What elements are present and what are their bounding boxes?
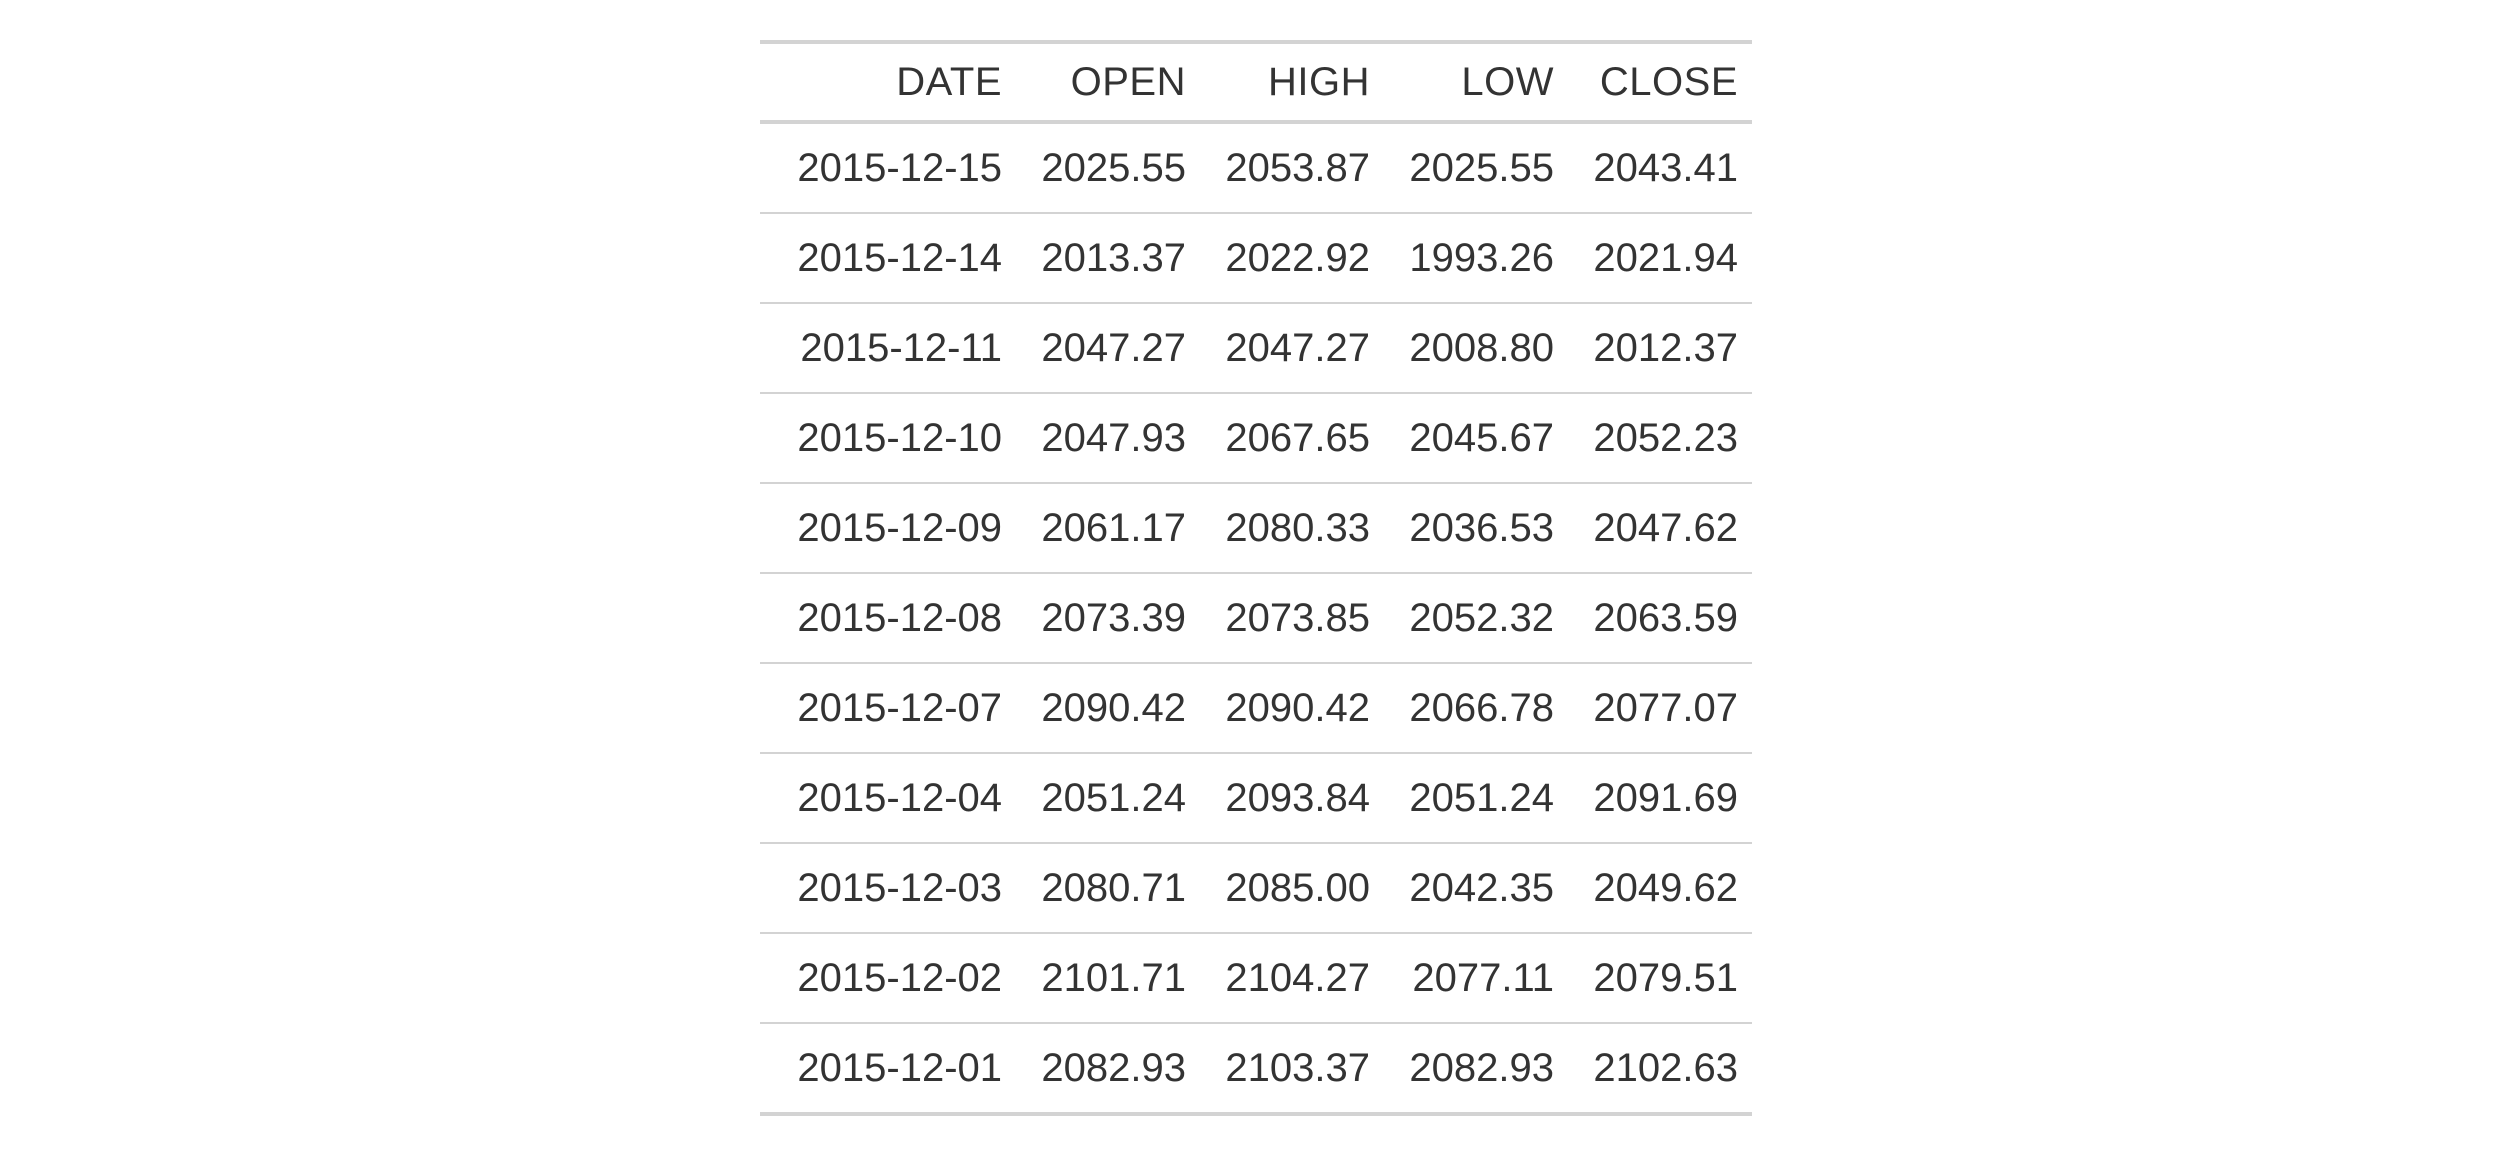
cell-low: 2082.93 [1384, 1022, 1568, 1114]
cell-open: 2101.71 [1016, 932, 1200, 1023]
cell-high: 2104.27 [1200, 932, 1384, 1023]
cell-low: 2077.11 [1384, 932, 1568, 1023]
cell-close: 2052.23 [1568, 392, 1752, 483]
table-row: 2015-12-07 2090.42 2090.42 2066.78 2077.07 [760, 662, 1752, 753]
cell-close: 2079.51 [1568, 932, 1752, 1023]
cell-high: 2080.33 [1200, 482, 1384, 573]
table-row: 2015-12-08 2073.39 2073.85 2052.32 2063.59 [760, 572, 1752, 663]
column-header-open: OPEN [1016, 42, 1200, 124]
cell-open: 2082.93 [1016, 1022, 1200, 1114]
cell-low: 2036.53 [1384, 482, 1568, 573]
cell-high: 2047.27 [1200, 302, 1384, 393]
cell-high: 2090.42 [1200, 662, 1384, 753]
cell-date: 2015-12-14 [760, 212, 1016, 303]
cell-high: 2073.85 [1200, 572, 1384, 663]
cell-date: 2015-12-15 [797, 145, 1002, 190]
cell-high: 2067.65 [1200, 392, 1384, 483]
cell-close: 2021.94 [1568, 212, 1752, 303]
cell-low: 2042.35 [1384, 842, 1568, 933]
cell-high: 2093.84 [1200, 752, 1384, 843]
column-header-low: LOW [1384, 42, 1568, 124]
cell-high: 2103.37 [1200, 1022, 1384, 1114]
cell-date: 2015-12-07 [760, 662, 1016, 753]
table-header: DATE OPEN HIGH LOW CLOSE [760, 42, 1752, 124]
table-row: 2015-12-15 2025.55 2053.87 2025.55 2043.41 [760, 122, 1752, 213]
cell-close: 2091.69 [1568, 752, 1752, 843]
cell-low: 2025.55 [1409, 145, 1554, 190]
cell-close: 2047.62 [1568, 482, 1752, 573]
cell-low: 2051.24 [1384, 752, 1568, 843]
stock-price-table-container: DATE OPEN HIGH LOW CLOSE 2015-12-15 2025.… [760, 40, 1752, 1116]
cell-date: 2015-12-09 [760, 482, 1016, 573]
cell-high: 2053.87 [1225, 145, 1370, 190]
cell-date: 2015-12-11 [760, 302, 1016, 393]
cell-high: 2022.92 [1200, 212, 1384, 303]
cell-low: 2045.67 [1384, 392, 1568, 483]
cell-date: 2015-12-08 [760, 572, 1016, 663]
table-body: 2015-12-15 2025.55 2053.87 2025.55 2043.41 20… [760, 122, 1752, 1114]
table-row: 2015-12-01 2082.93 2103.37 2082.93 2102.63 [760, 1022, 1752, 1114]
cell-date: 2015-12-01 [760, 1022, 1016, 1114]
stock-price-table: DATE OPEN HIGH LOW CLOSE 2015-12-15 2025.… [760, 40, 1752, 1116]
cell-open: 2051.24 [1016, 752, 1200, 843]
table-row: 2015-12-03 2080.71 2085.00 2042.35 2049.62 [760, 842, 1752, 933]
cell-open: 2061.17 [1016, 482, 1200, 573]
cell-date: 2015-12-04 [760, 752, 1016, 843]
cell-open: 2025.55 [1041, 145, 1186, 190]
table-row: 2015-12-14 2013.37 2022.92 1993.26 2021.94 [760, 212, 1752, 303]
cell-date: 2015-12-03 [760, 842, 1016, 933]
cell-open: 2013.37 [1016, 212, 1200, 303]
column-header-high: HIGH [1200, 42, 1384, 124]
column-header-date: DATE [760, 42, 1016, 124]
cell-low: 2066.78 [1384, 662, 1568, 753]
table-row: 2015-12-04 2051.24 2093.84 2051.24 2091.69 [760, 752, 1752, 843]
table-row: 2015-12-10 2047.93 2067.65 2045.67 2052.23 [760, 392, 1752, 483]
cell-low: 2052.32 [1384, 572, 1568, 663]
cell-close: 2077.07 [1568, 662, 1752, 753]
cell-date: 2015-12-10 [760, 392, 1016, 483]
cell-date: 2015-12-02 [760, 932, 1016, 1023]
cell-close: 2012.37 [1568, 302, 1752, 393]
cell-low: 2008.80 [1384, 302, 1568, 393]
cell-open: 2073.39 [1016, 572, 1200, 663]
column-header-close: CLOSE [1568, 42, 1752, 124]
cell-open: 2090.42 [1016, 662, 1200, 753]
cell-high: 2085.00 [1200, 842, 1384, 933]
cell-low: 1993.26 [1384, 212, 1568, 303]
cell-open: 2047.93 [1016, 392, 1200, 483]
cell-close: 2063.59 [1568, 572, 1752, 663]
cell-open: 2047.27 [1016, 302, 1200, 393]
table-row: 2015-12-09 2061.17 2080.33 2036.53 2047.62 [760, 482, 1752, 573]
cell-close: 2043.41 [1593, 145, 1738, 190]
cell-close: 2049.62 [1568, 842, 1752, 933]
table-row: 2015-12-11 2047.27 2047.27 2008.80 2012.37 [760, 302, 1752, 393]
cell-open: 2080.71 [1016, 842, 1200, 933]
cell-close: 2102.63 [1568, 1022, 1752, 1114]
table-row: 2015-12-02 2101.71 2104.27 2077.11 2079.51 [760, 932, 1752, 1023]
header-row: DATE OPEN HIGH LOW CLOSE [760, 42, 1752, 124]
